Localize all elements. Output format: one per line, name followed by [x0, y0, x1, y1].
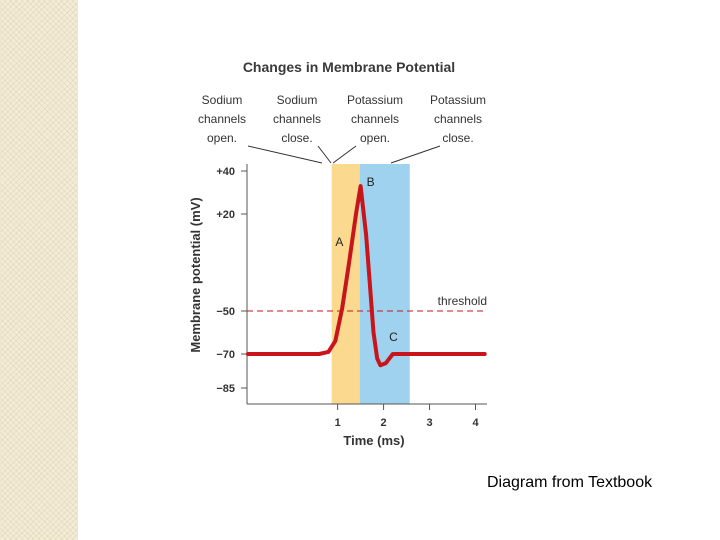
x-axis-label: Time (ms)	[343, 433, 404, 448]
phase-band-potassium-open	[359, 164, 410, 404]
annotation-pointer	[317, 145, 332, 164]
axes-layer: +40 +20 −50 −70 −85 1 2 3 4	[216, 164, 487, 429]
x-tick-label: 2	[381, 417, 387, 429]
annotation-pointer	[332, 145, 357, 164]
annotation-potassium-open: Potassium channels open.	[332, 93, 403, 164]
y-axis-label: Membrane potential (mV)	[188, 197, 203, 352]
threshold-layer: threshold	[247, 294, 487, 312]
y-tick-label: +20	[216, 209, 235, 221]
point-label-a: A	[335, 235, 343, 249]
annotation-potassium-close: Potassium channels close.	[390, 93, 486, 164]
decorative-side-strip	[0, 0, 78, 540]
annotation-line: channels	[198, 112, 246, 126]
x-tick-label: 4	[472, 417, 479, 429]
figure-caption: Diagram from Textbook	[487, 474, 653, 491]
annotation-line: channels	[273, 112, 321, 126]
annotation-line: Potassium	[347, 93, 403, 107]
point-label-b: B	[367, 175, 375, 189]
y-tick-label: −85	[216, 383, 235, 395]
annotation-line: channels	[351, 112, 399, 126]
annotation-line: close.	[281, 131, 312, 145]
annotation-layer: A B C Sodium channels open. Sodium channels clos…	[198, 93, 486, 344]
annotation-line: Sodium	[202, 93, 243, 107]
point-label-c: C	[389, 330, 398, 344]
chart-title: Changes in Membrane Potential	[243, 59, 455, 75]
membrane-potential-line	[246, 184, 487, 368]
annotation-line: open.	[360, 131, 390, 145]
x-tick-label: 3	[426, 417, 432, 429]
annotation-line: channels	[434, 112, 482, 126]
annotation-sodium-close: Sodium channels close.	[273, 93, 332, 164]
phase-shading-layer	[331, 164, 410, 404]
series-layer	[246, 184, 487, 368]
annotation-line: Potassium	[430, 93, 486, 107]
annotation-pointer	[390, 145, 441, 164]
annotation-sodium-open: Sodium channels open.	[198, 93, 323, 164]
annotation-line: Sodium	[277, 93, 318, 107]
annotation-line: open.	[207, 131, 237, 145]
threshold-label: threshold	[438, 294, 487, 308]
annotation-pointer	[247, 145, 323, 164]
x-tick-label: 1	[335, 417, 341, 429]
y-tick-label: −70	[216, 349, 235, 361]
y-tick-label: +40	[216, 166, 235, 178]
annotation-line: close.	[442, 131, 473, 145]
y-tick-label: −50	[216, 306, 235, 318]
